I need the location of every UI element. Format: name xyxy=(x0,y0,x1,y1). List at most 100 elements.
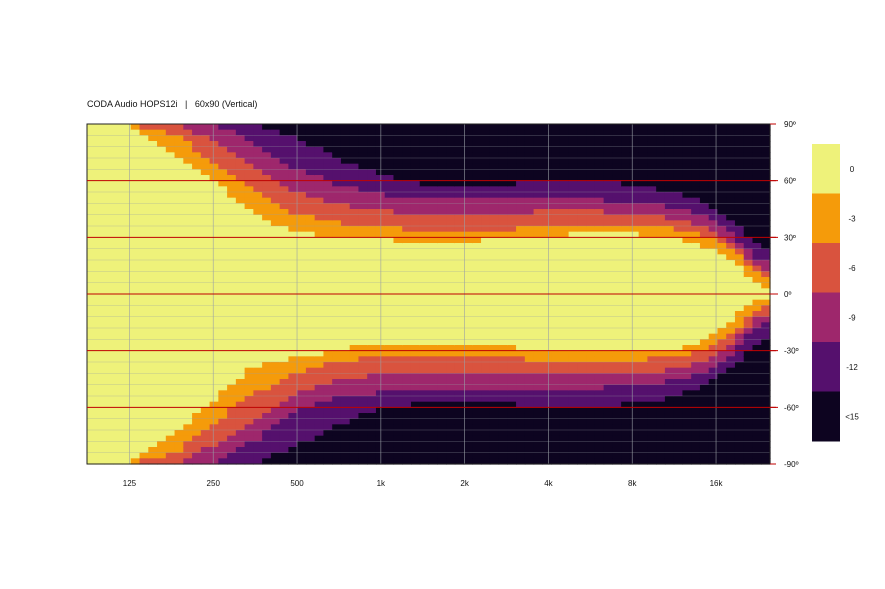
heatmap-cell xyxy=(279,220,289,227)
heatmap-cell xyxy=(551,226,561,233)
heatmap-cell xyxy=(244,345,254,352)
heatmap-cell xyxy=(594,152,605,159)
heatmap-cell xyxy=(664,356,675,363)
heatmap-cell xyxy=(235,333,246,340)
heatmap-cell xyxy=(673,254,684,261)
heatmap-cell xyxy=(279,362,289,369)
heatmap-cell xyxy=(682,152,692,159)
heatmap-cell xyxy=(629,260,640,267)
heatmap-cell xyxy=(524,180,535,187)
heatmap-cell xyxy=(673,282,684,289)
heatmap-cell xyxy=(95,265,106,272)
heatmap-cell xyxy=(533,424,543,431)
heatmap-cell xyxy=(270,141,281,148)
heatmap-cell xyxy=(498,169,508,176)
heatmap-cell xyxy=(524,254,535,261)
heatmap-cell xyxy=(332,175,342,182)
heatmap-cell xyxy=(516,180,526,187)
heatmap-cell xyxy=(524,282,535,289)
heatmap-cell xyxy=(384,243,395,250)
heatmap-cell xyxy=(174,243,184,250)
heatmap-cell xyxy=(586,418,596,425)
heatmap-cell xyxy=(227,163,237,170)
heatmap-cell xyxy=(717,384,727,391)
heatmap-cell xyxy=(113,435,123,442)
heatmap-cell xyxy=(516,430,526,437)
heatmap-cell xyxy=(726,254,736,261)
heatmap-cell xyxy=(603,441,613,448)
heatmap-cell xyxy=(262,396,272,403)
heatmap-cell xyxy=(472,396,482,403)
heatmap-cell xyxy=(410,322,421,329)
heatmap-cell xyxy=(664,333,675,340)
heatmap-cell xyxy=(647,129,657,136)
heatmap-cell xyxy=(682,260,692,267)
heatmap-cell xyxy=(253,294,263,301)
heatmap-cell xyxy=(472,452,482,459)
heatmap-cell xyxy=(288,237,298,244)
heatmap-cell xyxy=(288,458,298,465)
heatmap-cell xyxy=(743,345,754,352)
heatmap-cell xyxy=(157,197,167,204)
heatmap-cell xyxy=(647,356,657,363)
heatmap-cell xyxy=(104,163,114,170)
heatmap-cell xyxy=(288,265,298,272)
heatmap-cell xyxy=(481,294,491,301)
heatmap-cell xyxy=(393,418,403,425)
heatmap-cell xyxy=(122,169,132,176)
heatmap-cell xyxy=(122,311,132,318)
heatmap-cell xyxy=(761,413,771,420)
heatmap-cell xyxy=(340,452,351,459)
heatmap-cell xyxy=(761,163,771,170)
heatmap-cell xyxy=(498,407,508,414)
heatmap-cell xyxy=(437,333,447,340)
heatmap-cell xyxy=(113,237,123,244)
heatmap-cell xyxy=(262,294,272,301)
heatmap-cell xyxy=(446,265,456,272)
heatmap-cell xyxy=(157,430,167,437)
heatmap-cell xyxy=(358,339,368,346)
heatmap-cell xyxy=(647,390,657,397)
heatmap-cell xyxy=(410,452,421,459)
heatmap-cell xyxy=(577,373,587,380)
heatmap-cell xyxy=(577,390,587,397)
heatmap-cell xyxy=(200,141,211,148)
heatmap-cell xyxy=(507,390,517,397)
heatmap-cell xyxy=(174,390,184,397)
heatmap-cell xyxy=(148,260,158,267)
heatmap-cell xyxy=(463,214,473,221)
heatmap-cell xyxy=(586,169,596,176)
heatmap-cell xyxy=(498,294,508,301)
heatmap-cell xyxy=(524,197,535,204)
heatmap-cell xyxy=(87,294,97,301)
heatmap-cell xyxy=(647,339,657,346)
heatmap-cell xyxy=(586,350,596,357)
heatmap-cell xyxy=(200,146,211,153)
heatmap-cell xyxy=(332,260,342,267)
heatmap-cell xyxy=(656,271,666,278)
heatmap-cell xyxy=(481,288,491,295)
heatmap-cell xyxy=(227,271,237,278)
heatmap-cell xyxy=(498,163,508,170)
heatmap-cell xyxy=(262,248,272,255)
heatmap-cell xyxy=(699,299,710,306)
heatmap-cell xyxy=(314,180,325,187)
heatmap-cell xyxy=(393,186,403,193)
heatmap-cell xyxy=(358,260,368,267)
heatmap-cell xyxy=(559,356,570,363)
heatmap-cell xyxy=(130,135,141,142)
heatmap-cell xyxy=(200,390,211,397)
heatmap-cell xyxy=(428,339,438,346)
heatmap-cell xyxy=(410,305,421,312)
heatmap-cell xyxy=(516,129,526,136)
heatmap-cell xyxy=(481,311,491,318)
heatmap-cell xyxy=(349,282,360,289)
heatmap-cell xyxy=(507,158,517,165)
heatmap-cell xyxy=(148,186,158,193)
heatmap-cell xyxy=(262,401,272,408)
heatmap-cell xyxy=(743,288,754,295)
heatmap-cell xyxy=(594,435,605,442)
heatmap-cell xyxy=(761,458,771,465)
heatmap-cell xyxy=(297,367,307,374)
heatmap-cell xyxy=(157,226,167,233)
